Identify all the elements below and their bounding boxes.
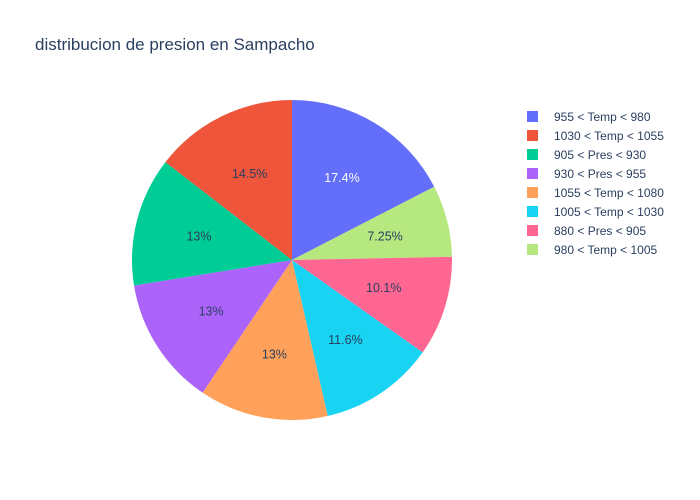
slice-percent-label: 13% <box>262 347 287 361</box>
legend-swatch <box>527 225 538 236</box>
legend-item[interactable]: 880 < Pres < 905 <box>527 221 664 240</box>
legend-swatch <box>527 187 538 198</box>
legend-label: 930 < Pres < 955 <box>554 166 647 181</box>
pie-slice[interactable] <box>132 162 292 286</box>
slice-percent-label: 11.6% <box>328 333 363 347</box>
legend-item[interactable]: 955 < Temp < 980 <box>527 107 664 126</box>
legend-label: 955 < Temp < 980 <box>554 109 651 124</box>
legend-swatch <box>527 206 538 217</box>
pie-slice[interactable] <box>165 100 292 260</box>
slice-percent-label: 13% <box>186 229 211 243</box>
slice-percent-label: 14.5% <box>232 167 267 181</box>
legend-swatch <box>527 149 538 160</box>
slice-percent-label: 7.25% <box>367 229 402 243</box>
legend-swatch <box>527 111 538 122</box>
legend-label: 880 < Pres < 905 <box>554 223 647 238</box>
slice-percent-label: 10.1% <box>366 281 401 295</box>
legend-item[interactable]: 930 < Pres < 955 <box>527 164 664 183</box>
legend: 955 < Temp < 980 1030 < Temp < 1055 905 < … <box>527 107 664 259</box>
legend-label: 1005 < Temp < 1030 <box>554 204 664 219</box>
pie-slice[interactable] <box>134 260 292 393</box>
legend-label: 980 < Temp < 1005 <box>554 242 658 257</box>
legend-label: 1055 < Temp < 1080 <box>554 185 664 200</box>
legend-label: 1030 < Temp < 1055 <box>554 128 664 143</box>
legend-swatch <box>527 244 538 255</box>
legend-item[interactable]: 1055 < Temp < 1080 <box>527 183 664 202</box>
pie-slice[interactable] <box>292 260 423 416</box>
pie-slice[interactable] <box>202 260 328 420</box>
legend-item[interactable]: 1030 < Temp < 1055 <box>527 126 664 145</box>
pie-slice[interactable] <box>292 256 452 353</box>
legend-item[interactable]: 905 < Pres < 930 <box>527 145 664 164</box>
pie-slice[interactable] <box>292 100 435 260</box>
slice-percent-label: 13% <box>199 305 224 319</box>
slice-percent-label: 17.4% <box>324 171 359 185</box>
legend-label: 905 < Pres < 930 <box>554 147 647 162</box>
legend-swatch <box>527 168 538 179</box>
pie-slice[interactable] <box>292 186 452 260</box>
legend-swatch <box>527 130 538 141</box>
legend-item[interactable]: 1005 < Temp < 1030 <box>527 202 664 221</box>
chart-title: distribucion de presion en Sampacho <box>35 35 315 54</box>
legend-item[interactable]: 980 < Temp < 1005 <box>527 240 664 259</box>
